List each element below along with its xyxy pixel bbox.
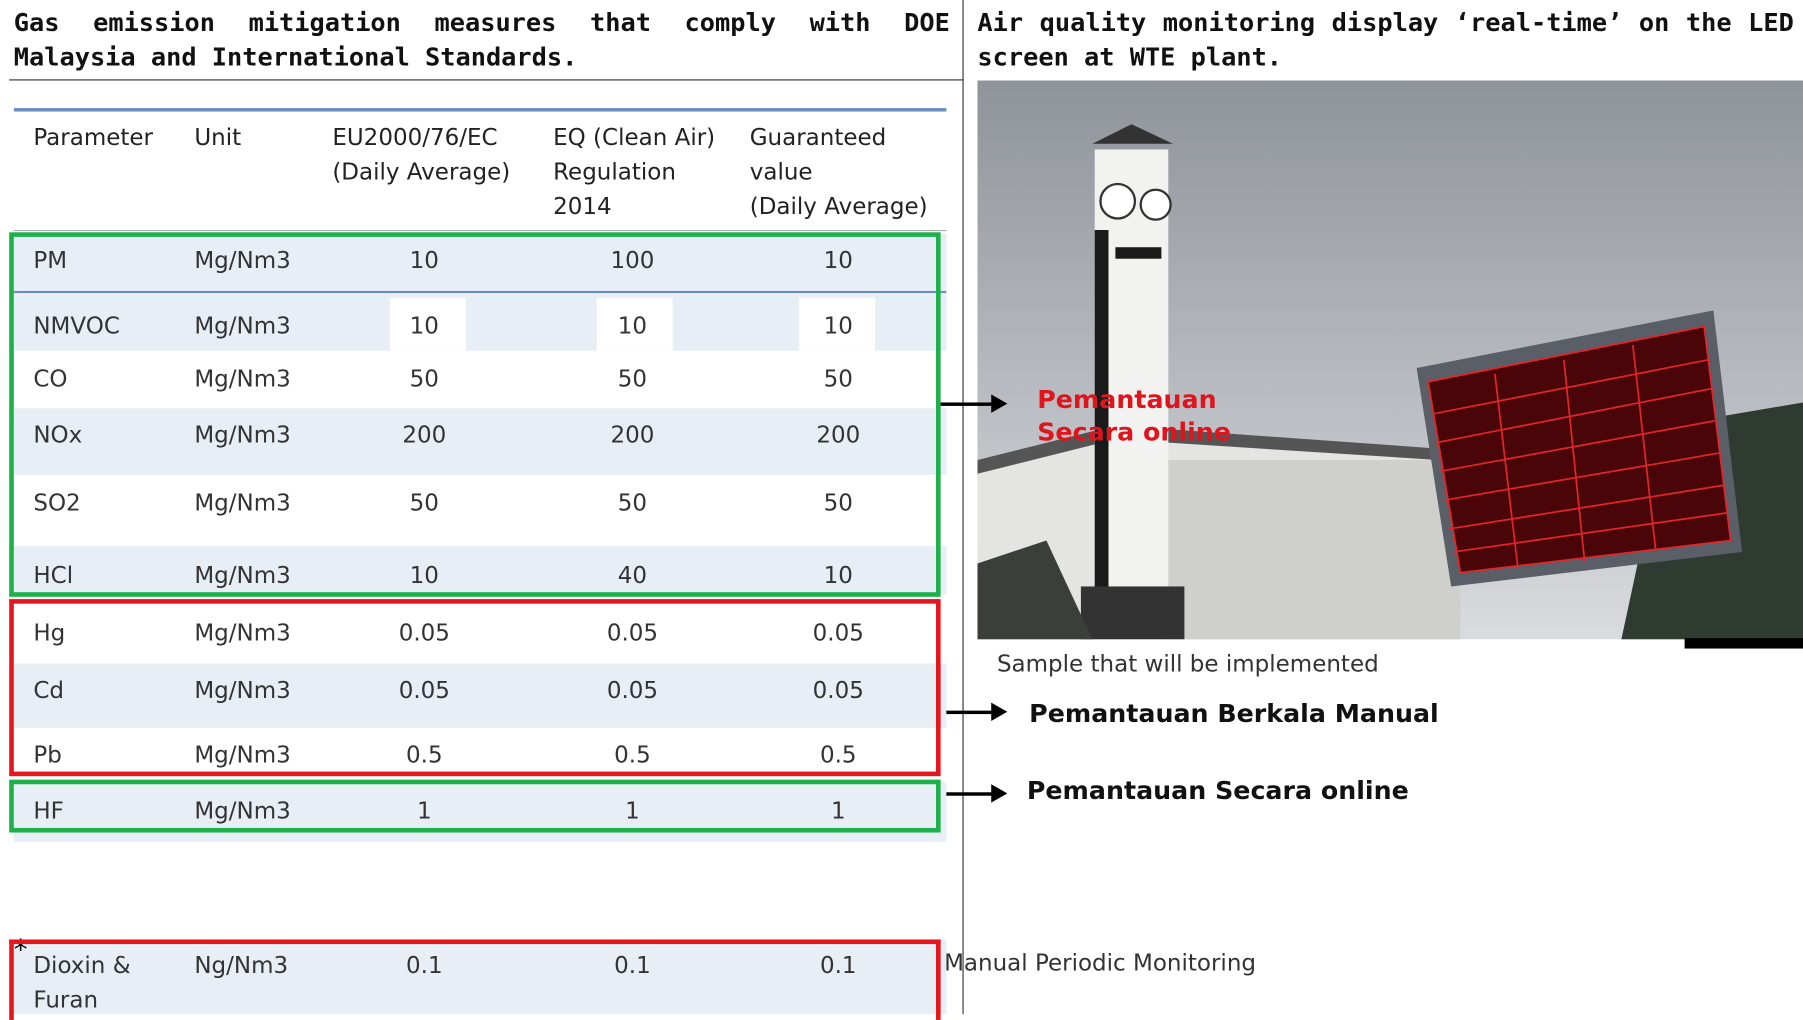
photo-caption: Sample that will be implemented [997,650,1379,678]
left-title: Gas emission mitigation measures that co… [14,7,950,76]
column-header: Unit [194,120,241,154]
table-top-rule [14,108,947,111]
online-group [9,780,940,833]
annotation: Pemantauan Secara online [1027,776,1409,808]
manual-group [9,599,940,776]
annotation: Pemantauan Secara online [1037,385,1231,449]
right-title: Air quality monitoring display ‘real-tim… [977,7,1793,76]
plant-photo [977,80,1803,639]
slide: Gas emission mitigation measures that co… [0,0,1803,1013]
online-group [9,232,940,597]
divider [962,0,963,1014]
arrow [939,792,1002,795]
manual-group [9,939,940,1019]
header-bottom-rule [14,230,947,231]
annotation: Pemantauan Berkala Manual [1029,699,1439,731]
photo-edge [1685,638,1803,648]
column-header: Guaranteed value (Daily Average) [750,120,928,223]
column-header: Parameter [33,120,153,154]
header-rule [9,79,963,80]
column-header: EQ (Clean Air) Regulation 2014 [553,120,715,223]
column-header: EU2000/76/EC (Daily Average) [332,120,510,189]
arrow [939,711,1002,714]
annotation: Manual Periodic Monitoring [944,949,1256,977]
page: Gas emission mitigation measures that co… [0,0,1803,1014]
arrow [939,402,1002,405]
